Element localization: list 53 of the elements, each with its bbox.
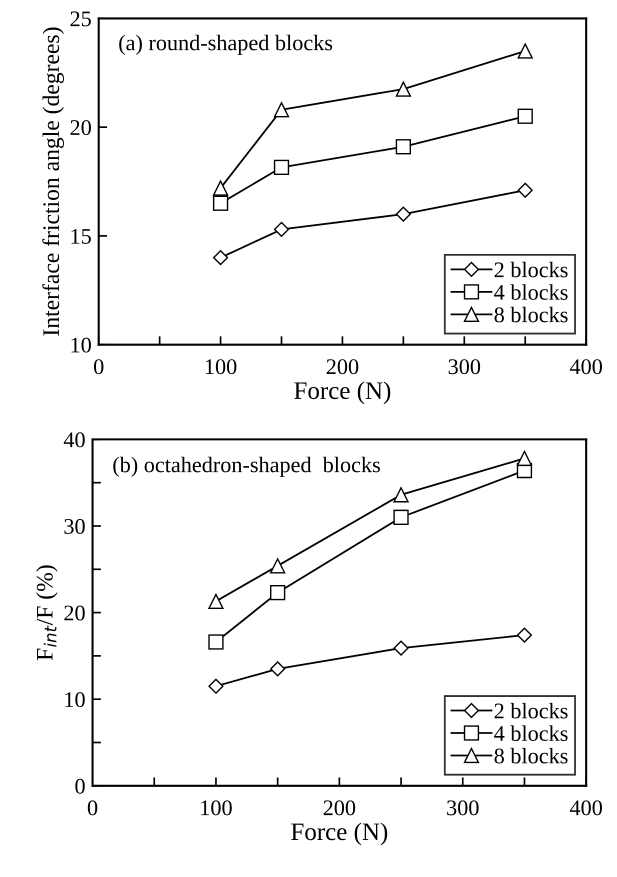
point [393,487,409,502]
point [212,180,228,196]
point [208,594,224,609]
point [516,450,532,466]
x-axis-title: Force (N) [291,822,388,846]
legend-label: 4 blocks [494,725,568,741]
x-tick-label: 300 [447,800,479,816]
point [270,585,286,600]
y-tick-label: 25 [70,11,91,26]
x-tick-label: 200 [324,800,356,816]
point [516,628,532,643]
y-tick-label: 10 [72,338,91,353]
y-tick-label: 20 [70,120,91,136]
x-tick-label: 400 [570,800,602,816]
x-tick-label: 300 [448,359,480,374]
legend-label: 2 blocks [494,262,568,278]
y-tick-label: 20 [64,606,85,621]
point [396,206,411,222]
y-tick-label: 30 [64,518,85,534]
x-tick-label: 100 [201,800,232,816]
y-tick-label: 10 [65,692,85,708]
point [208,678,224,694]
point [208,634,224,650]
point [270,661,286,676]
point [274,222,290,237]
legend-label: 2 blocks [494,702,568,718]
legend-label: 4 blocks [494,284,568,300]
point [518,182,533,198]
x-axis-title: Force (N) [294,381,390,404]
point [518,43,533,59]
x-tick-label: 400 [570,359,602,374]
y-axis-title: Interface friction angle (degrees) [42,28,64,336]
point [518,108,533,124]
y-tick-label: 0 [75,778,85,794]
x-tick-label: 100 [206,359,236,374]
annotation: (b) octahedron-shaped blocks [113,456,380,477]
annotation: (a) round-shaped blocks [119,34,332,55]
point [274,102,290,118]
point [270,558,286,574]
point [396,139,412,154]
y-axis-title: F$_{int}$/F (%) [36,565,58,660]
point [274,160,290,176]
point [393,510,409,525]
point [212,196,228,211]
x-tick-label: 200 [326,359,358,374]
point [213,250,228,266]
y-tick-label: 40 [64,432,85,448]
point [393,640,409,656]
legend-label: 8 blocks [494,748,568,764]
point [396,81,412,97]
x-tick-label: 0 [94,359,104,374]
legend-label: 8 blocks [494,306,568,322]
y-tick-label: 15 [72,228,91,244]
